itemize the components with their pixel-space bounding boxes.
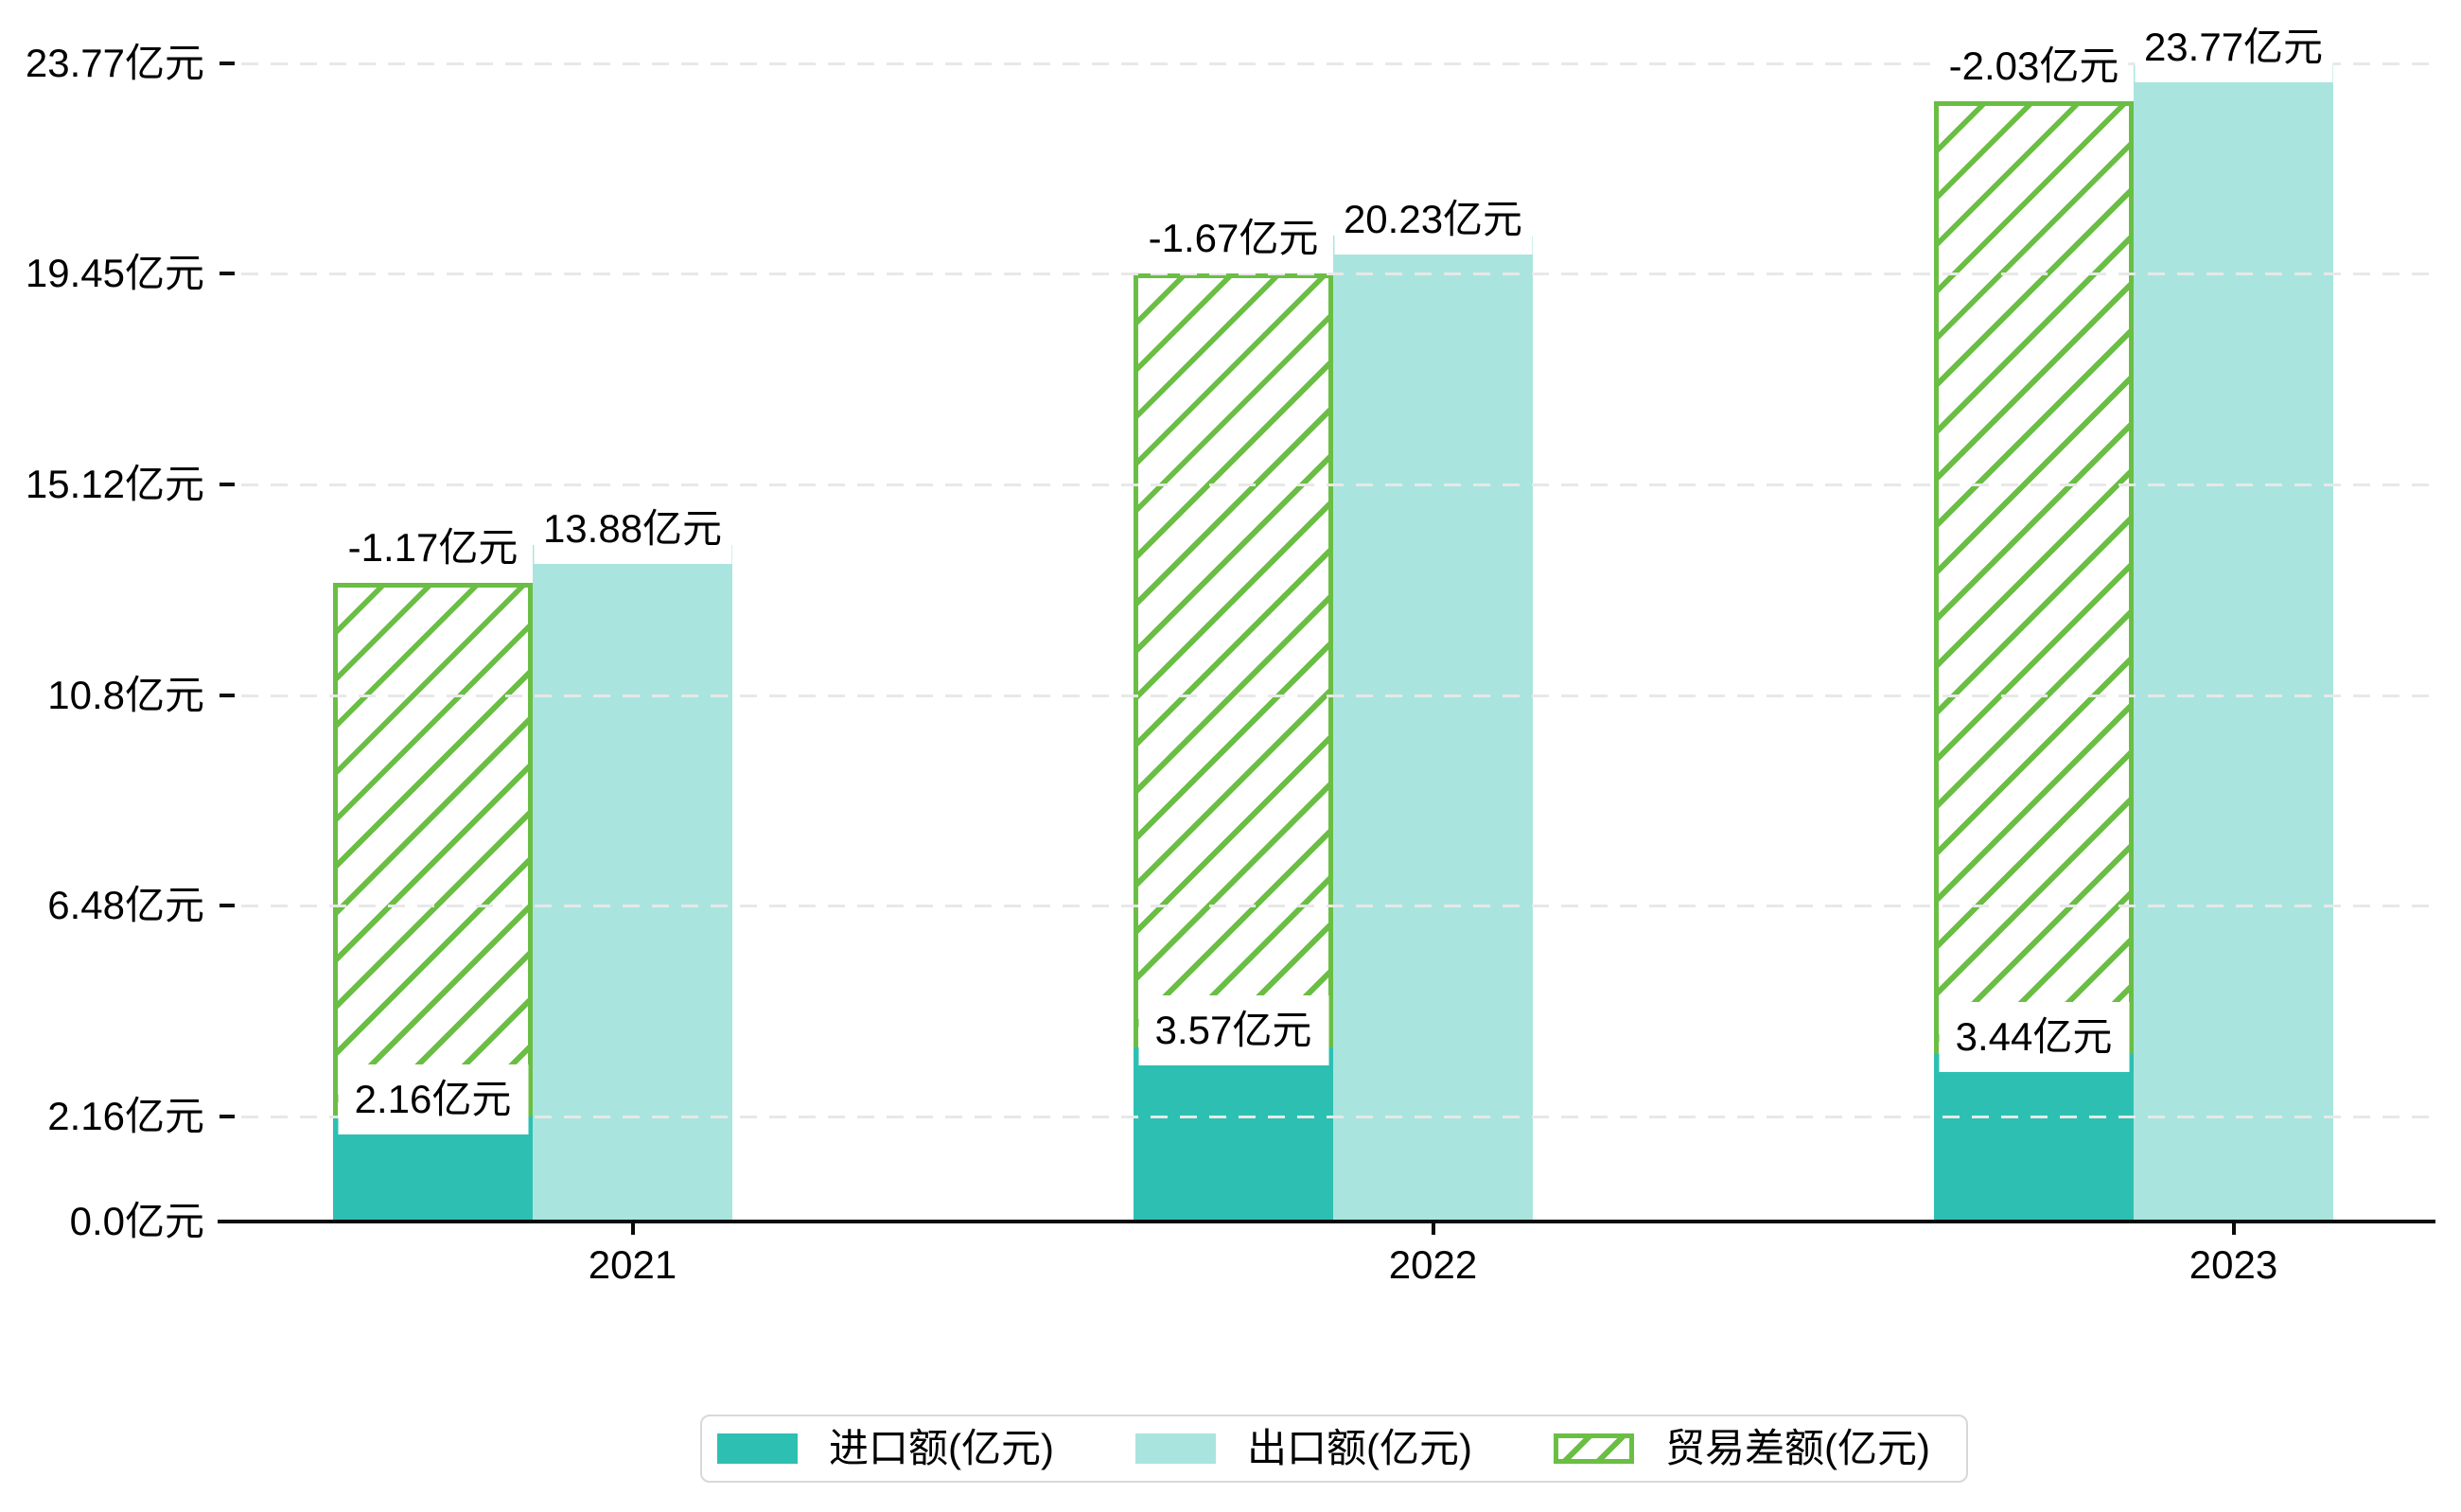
y-axis-tick-label: 19.45亿元 (25, 251, 204, 296)
bar-trade-balance-2023 (1934, 101, 2134, 1054)
y-gridline (241, 62, 2432, 65)
label-trade-balance-value: -2.03亿元 (1939, 31, 2129, 101)
legend-item-balance: 贸易差额(亿元) (1553, 1421, 1930, 1476)
legend-label-export: 出口额(亿元) (1246, 1426, 1472, 1470)
bar-trade-balance-2022 (1134, 273, 1333, 1048)
x-axis-tick (630, 1223, 635, 1235)
label-trade-balance-value: -1.17亿元 (338, 513, 528, 584)
y-axis-tick-label: 6.48亿元 (47, 883, 204, 928)
legend: 进口额(亿元) 出口额(亿元) 贸易差额(亿元) (700, 1415, 1968, 1483)
y-gridline (241, 694, 2432, 697)
bar-import-2022 (1134, 1047, 1333, 1222)
legend-label-balance: 贸易差额(亿元) (1664, 1426, 1930, 1470)
legend-label-import: 进口额(亿元) (829, 1426, 1054, 1470)
label-import-value: 3.44亿元 (1939, 1001, 2129, 1072)
y-axis-tick (220, 693, 235, 697)
y-axis-tick-label: 23.77亿元 (25, 41, 204, 85)
y-gridline (241, 273, 2432, 276)
x-axis-tick (1431, 1223, 1435, 1235)
bar-export-2022 (1333, 236, 1533, 1222)
export-swatch-icon (1134, 1433, 1216, 1464)
x-axis-tick (2231, 1223, 2236, 1235)
label-trade-balance-value: -1.67亿元 (1138, 203, 1328, 274)
label-export-value: 13.88亿元 (533, 494, 732, 565)
x-axis-category-label: 2022 (1388, 1242, 1478, 1287)
y-axis-tick (220, 62, 235, 65)
label-export-value: 23.77亿元 (2134, 12, 2333, 82)
bar-export-2023 (2134, 63, 2333, 1222)
y-axis-tick (220, 483, 235, 487)
legend-item-export: 出口额(亿元) (1134, 1421, 1472, 1476)
label-import-value: 3.57亿元 (1138, 995, 1328, 1066)
bar-trade-balance-2021 (333, 583, 533, 1116)
import-swatch-icon (717, 1433, 798, 1464)
legend-item-import: 进口额(亿元) (717, 1421, 1054, 1476)
balance-swatch-icon (1553, 1433, 1634, 1464)
y-axis-tick (220, 1114, 235, 1118)
y-gridline (241, 483, 2432, 487)
y-axis-tick-label: 15.12亿元 (25, 462, 204, 507)
bar-export-2021 (533, 545, 732, 1222)
y-axis-tick-label: 2.16亿元 (47, 1093, 204, 1138)
y-axis-tick-label: 10.8亿元 (47, 672, 204, 717)
y-axis-tick (220, 272, 235, 276)
x-axis-line (218, 1220, 2435, 1223)
y-axis-tick (220, 904, 235, 908)
y-gridline (241, 905, 2432, 908)
label-export-value: 20.23亿元 (1333, 185, 1533, 255)
label-import-value: 2.16亿元 (338, 1064, 528, 1134)
x-axis-category-label: 2023 (2189, 1242, 2278, 1287)
bar-import-2023 (1934, 1053, 2134, 1222)
x-axis-category-label: 2021 (588, 1242, 677, 1287)
y-gridline (241, 1115, 2432, 1118)
y-axis-tick-label: 0.0亿元 (69, 1199, 204, 1243)
